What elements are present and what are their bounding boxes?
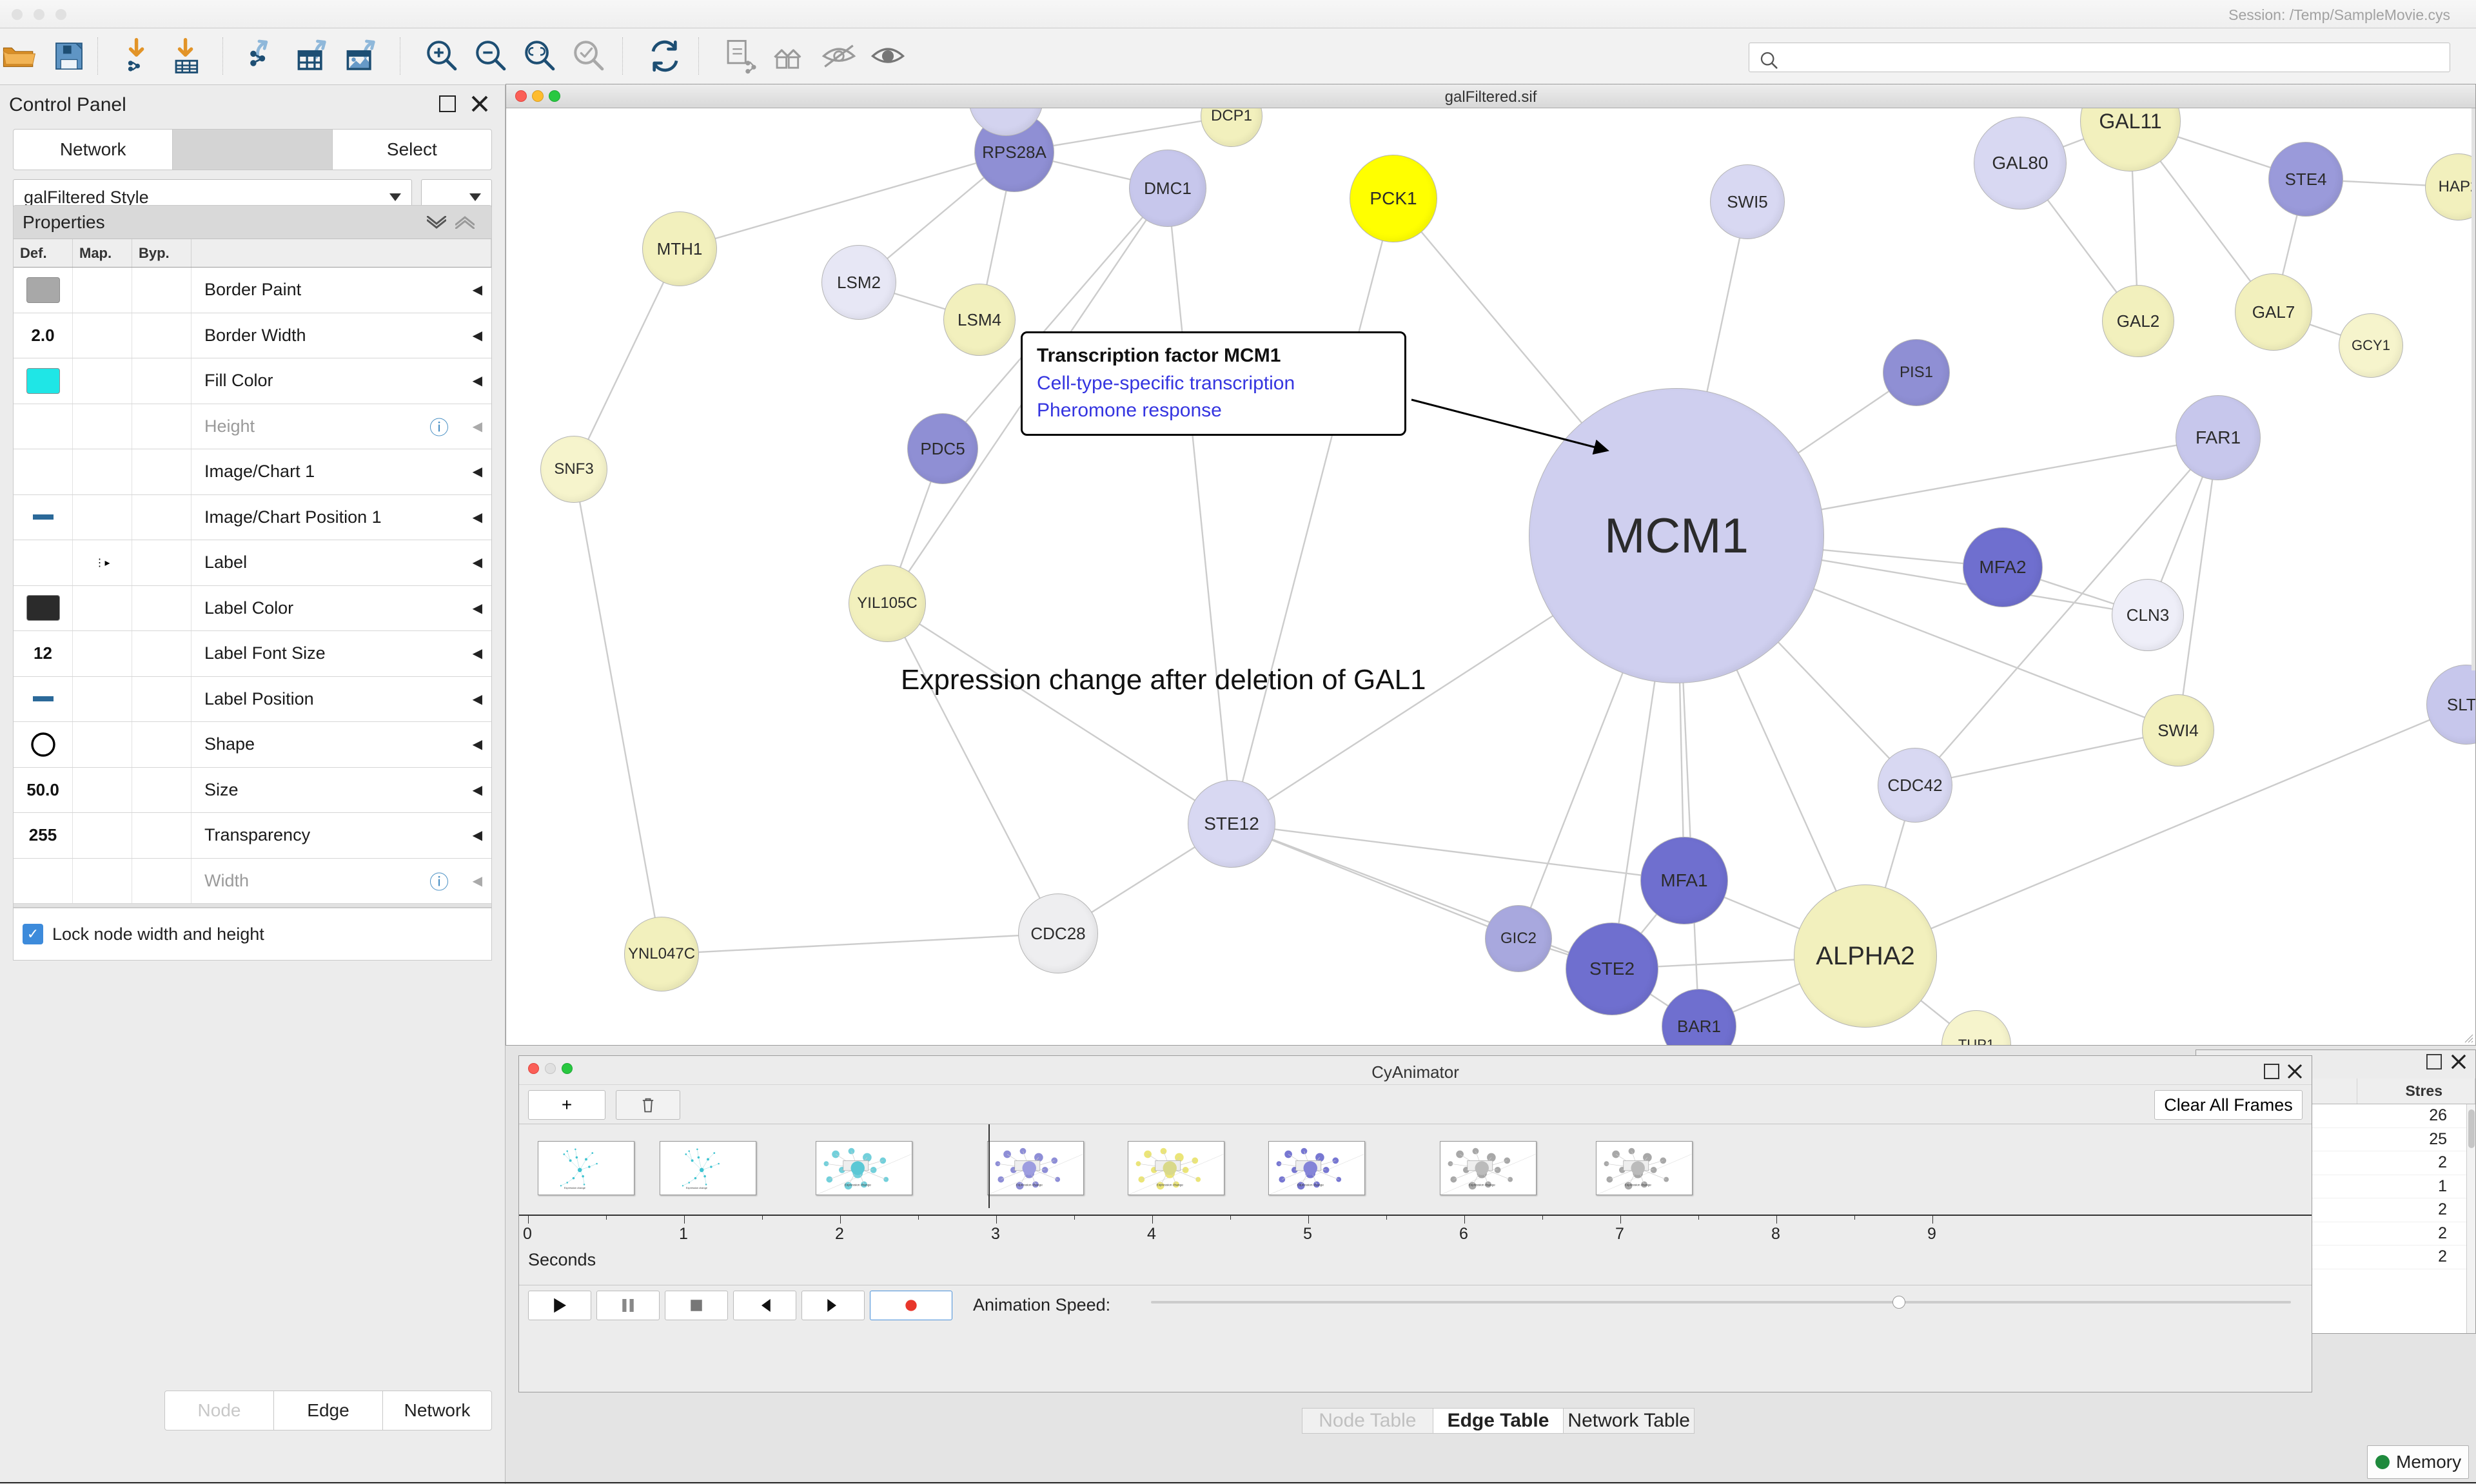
svg-text:Expression change: Expression change bbox=[844, 1183, 871, 1187]
svg-text:Expression change: Expression change bbox=[1297, 1183, 1324, 1187]
svg-text:Expression change: Expression change bbox=[1016, 1183, 1043, 1187]
svg-text:Expression change: Expression change bbox=[1468, 1183, 1495, 1187]
svg-text:Expression change: Expression change bbox=[1624, 1183, 1651, 1187]
svg-text:Expression change: Expression change bbox=[686, 1186, 707, 1189]
svg-text:Expression change: Expression change bbox=[564, 1186, 585, 1189]
svg-text:Expression change: Expression change bbox=[1156, 1183, 1183, 1187]
